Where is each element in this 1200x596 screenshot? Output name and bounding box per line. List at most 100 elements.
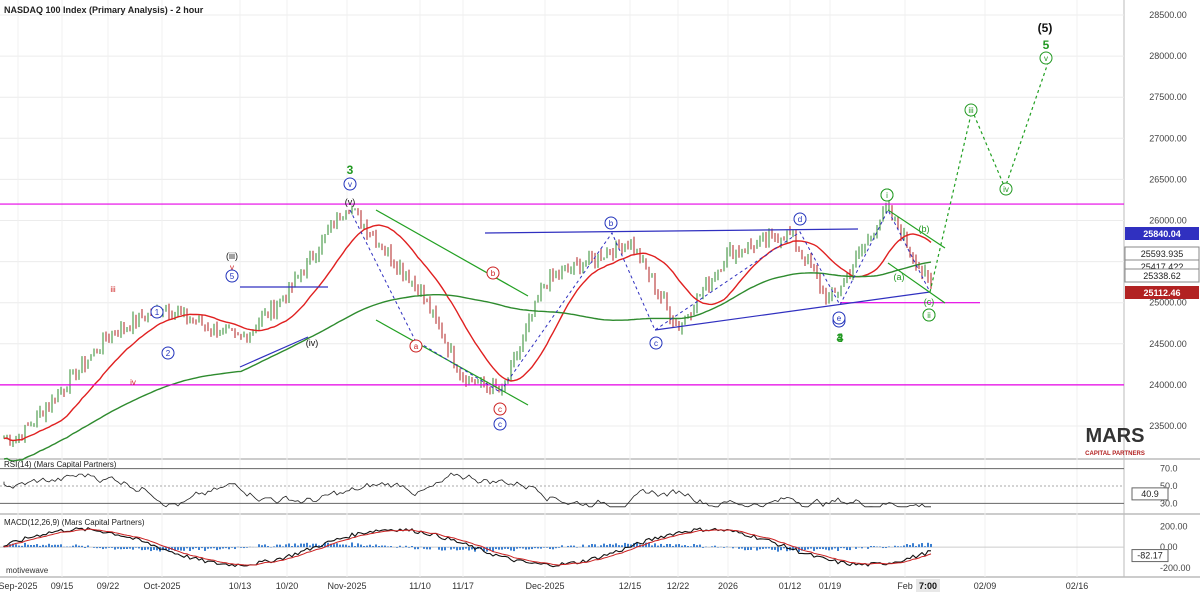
macd-bar — [819, 547, 821, 549]
macd-bar — [15, 544, 17, 548]
macd-bar — [492, 547, 494, 552]
macd-bar — [771, 547, 773, 550]
macd-bar — [759, 547, 761, 550]
macd-bar — [324, 542, 326, 548]
wave-label: 4 — [837, 331, 844, 345]
macd-bar — [687, 546, 689, 548]
macd-bar — [561, 545, 563, 548]
macd-bar — [657, 545, 659, 548]
macd-bar — [99, 547, 101, 549]
y-tick-label: 27500.00 — [1149, 92, 1187, 102]
macd-bar — [624, 542, 626, 548]
macd-bar — [570, 545, 572, 548]
macd-bar — [303, 543, 305, 548]
macd-bar — [177, 547, 179, 550]
macd-bar — [825, 547, 827, 550]
macd-bar — [810, 547, 812, 549]
macd-bar — [741, 547, 743, 549]
macd-bar — [882, 547, 884, 549]
wave-label: iv — [1003, 185, 1009, 194]
macd-bar — [873, 546, 875, 548]
macd-bar — [234, 547, 236, 550]
macd-bar — [888, 546, 890, 548]
macd-bar — [282, 546, 284, 548]
macd-bar — [837, 547, 839, 552]
macd-bar — [96, 547, 98, 549]
wave-label: d — [798, 215, 802, 224]
macd-bar — [423, 547, 425, 549]
macd-bar — [39, 545, 41, 548]
price-label: 25840.04 — [1143, 229, 1181, 239]
macd-bar — [765, 547, 767, 549]
macd-bar — [459, 547, 461, 550]
macd-bar — [663, 545, 665, 548]
wave-label-circle — [343, 177, 357, 191]
macd-bar — [495, 547, 497, 550]
moving-average-slow — [3, 261, 932, 462]
macd-bar — [411, 545, 413, 548]
macd-bar — [240, 547, 242, 548]
logo-mark: MARS — [1086, 425, 1145, 447]
macd-bar — [114, 547, 116, 550]
macd-bar — [441, 547, 443, 551]
macd-bar — [666, 544, 668, 548]
macd-bar — [816, 547, 818, 550]
macd-bar — [744, 547, 746, 551]
macd-bar — [867, 547, 869, 549]
macd-signal-line — [3, 528, 932, 566]
y-tick-label: 28000.00 — [1149, 51, 1187, 61]
macd-bar — [336, 543, 338, 548]
macd-bar — [201, 547, 203, 549]
macd-bar — [12, 543, 14, 548]
macd-bar — [207, 547, 209, 549]
macd-bar — [48, 543, 50, 548]
macd-bar — [618, 545, 620, 548]
wave-label-circle — [161, 346, 175, 360]
macd-bar — [453, 547, 455, 549]
macd-bar — [429, 547, 431, 550]
x-tick-label: 01/19 — [819, 581, 842, 591]
rsi-level-label: 70.0 — [1160, 464, 1178, 474]
macd-bar — [822, 547, 824, 550]
macd-bar — [531, 547, 533, 550]
rsi-current-value: 40.9 — [1141, 489, 1159, 499]
logo-text: CAPITAL PARTNERS — [1085, 451, 1145, 457]
macd-bar — [534, 547, 536, 549]
macd-bar — [72, 545, 74, 548]
macd-bar — [645, 542, 647, 548]
macd-bar — [204, 547, 206, 551]
macd-bar — [540, 547, 542, 549]
macd-bar — [141, 547, 143, 551]
macd-bar — [183, 547, 185, 551]
macd-bar — [351, 542, 353, 548]
y-tick-label: 27000.00 — [1149, 133, 1187, 143]
macd-bar — [60, 544, 62, 548]
macd-bar — [468, 547, 470, 551]
macd-bar — [690, 546, 692, 548]
macd-bar — [273, 546, 275, 548]
macd-bar — [366, 545, 368, 548]
macd-bar — [516, 547, 518, 549]
macd-bar — [636, 542, 638, 548]
macd-bar — [921, 543, 923, 548]
macd-bar — [714, 545, 716, 548]
macd-bar — [456, 547, 458, 551]
wave-label-circle — [604, 216, 618, 230]
macd-bar — [192, 547, 194, 550]
y-tick-label: 23500.00 — [1149, 421, 1187, 431]
macd-bar — [300, 543, 302, 548]
macd-bar — [222, 547, 224, 549]
macd-bar — [786, 547, 788, 552]
macd-tick-label: 0.00 — [1160, 542, 1178, 552]
wave-label: 2 — [166, 349, 171, 358]
x-tick-label: Nov-2025 — [327, 581, 366, 591]
macd-bar — [243, 547, 245, 549]
price-bars — [3, 200, 932, 448]
macd-bar — [609, 543, 611, 548]
macd-bar — [276, 544, 278, 548]
macd-bar — [174, 547, 176, 551]
macd-bar — [762, 547, 764, 549]
macd-bar — [78, 545, 80, 548]
wave-label: (v) — [345, 197, 356, 207]
